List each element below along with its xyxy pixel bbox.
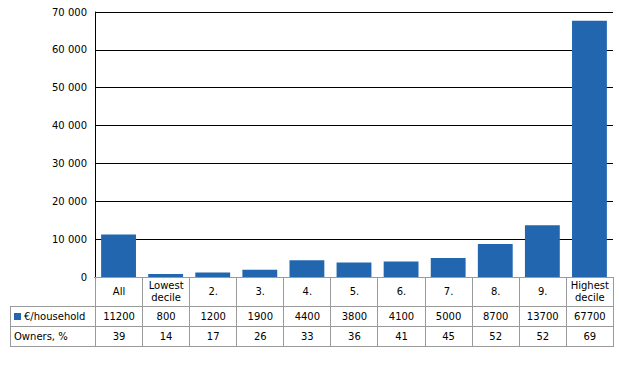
html-text:1900: 1900: [247, 310, 273, 322]
svg-text:60 000: 60 000: [52, 44, 87, 55]
html-text:11200: 11200: [103, 310, 135, 322]
html-text:45: 45: [442, 330, 455, 342]
svg-text:30 000: 30 000: [52, 158, 87, 169]
html-text:26: 26: [253, 330, 267, 342]
html-text:14: 14: [159, 330, 173, 342]
html-text:2.: 2.: [208, 286, 218, 297]
svg-text:40 000: 40 000: [52, 120, 87, 131]
html-text:67700: 67700: [573, 310, 606, 322]
svg-text:20 000: 20 000: [52, 196, 87, 207]
html-text:5.: 5.: [349, 286, 360, 297]
html-text:5000: 5000: [435, 310, 462, 322]
html-text:17: 17: [206, 330, 220, 342]
html-text:7.: 7.: [443, 286, 454, 297]
html-text:69: 69: [583, 330, 597, 342]
html-text:8.: 8.: [490, 286, 501, 297]
html-text:8700: 8700: [482, 310, 509, 322]
svg-text:10 000: 10 000: [52, 234, 87, 245]
html-text:800: 800: [156, 310, 176, 322]
html-text:39: 39: [112, 330, 126, 342]
html-text:3800: 3800: [341, 310, 368, 322]
svg-text:50 000: 50 000: [52, 82, 87, 93]
html-text:52: 52: [536, 330, 550, 342]
html-text:€/household: €/household: [24, 310, 86, 322]
html-text:9.: 9.: [538, 286, 548, 297]
svg-text:70 000: 70 000: [52, 7, 87, 18]
html-text:33: 33: [301, 330, 314, 342]
html-text:4.: 4.: [302, 286, 313, 297]
html-text:13700: 13700: [526, 310, 559, 322]
html-text:52: 52: [489, 330, 502, 342]
html-text:4100: 4100: [388, 310, 415, 322]
html-text:Owners, %: Owners, %: [14, 330, 68, 342]
html-text:Highest decile: Highest decile: [570, 280, 609, 303]
html-text:3.: 3.: [255, 286, 265, 297]
html-text:6.: 6.: [396, 286, 407, 297]
svg-text:0: 0: [81, 272, 87, 283]
html-text:1200: 1200: [200, 310, 226, 322]
html-text:All: All: [112, 286, 126, 297]
html-text:4400: 4400: [294, 310, 321, 322]
html-text:36: 36: [348, 330, 361, 342]
html-text:Lowest decile: Lowest decile: [148, 280, 184, 303]
html-text:41: 41: [395, 330, 408, 342]
